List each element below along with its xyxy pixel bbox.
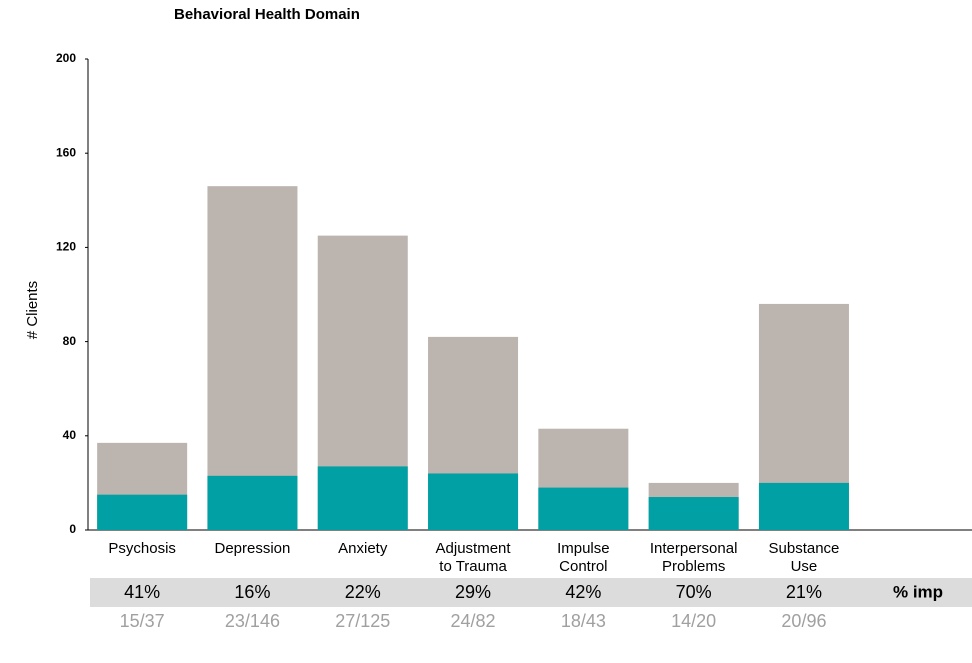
bar [207, 475, 298, 530]
x-tick-label: Adjustment [436, 540, 512, 557]
percent-label: 41% [124, 582, 160, 602]
bar [758, 482, 849, 530]
fraction-label: 18/43 [561, 611, 606, 631]
bar [538, 487, 629, 530]
x-tick-label: Psychosis [108, 540, 176, 557]
x-tick-label: Use [791, 558, 818, 575]
y-tick-label: 40 [63, 428, 77, 442]
percent-label: 29% [455, 582, 491, 602]
x-tick-label: Problems [662, 558, 725, 575]
fraction-label: 27/125 [335, 611, 390, 631]
bar [97, 494, 188, 530]
bar [207, 186, 298, 531]
fraction-label: 20/96 [781, 611, 826, 631]
y-axis-label: # Clients [24, 281, 41, 339]
y-tick-label: 80 [63, 334, 77, 348]
fraction-label: 23/146 [225, 611, 280, 631]
x-tick-label: Anxiety [338, 540, 388, 557]
chart-title: Behavioral Health Domain [174, 6, 360, 23]
fraction-label: 14/20 [671, 611, 716, 631]
y-tick-label: 200 [56, 51, 76, 65]
percent-label: 21% [786, 582, 822, 602]
bar [648, 497, 739, 530]
percent-label: 16% [234, 582, 270, 602]
table-band [90, 578, 972, 607]
row-label: % imp [893, 582, 943, 601]
fraction-label: 15/37 [120, 611, 165, 631]
y-tick-label: 160 [56, 145, 76, 159]
percent-label: 42% [565, 582, 601, 602]
x-tick-label: Interpersonal [650, 540, 738, 557]
x-tick-label: Substance [769, 540, 840, 557]
x-tick-label: Impulse [557, 540, 610, 557]
percent-label: 70% [676, 582, 712, 602]
x-tick-label: Control [559, 558, 607, 575]
fraction-label: 24/82 [451, 611, 496, 631]
x-tick-label: to Trauma [439, 558, 507, 575]
x-tick-label: Depression [215, 540, 291, 557]
y-tick-label: 120 [56, 240, 76, 254]
bar [428, 473, 519, 530]
y-tick-label: 0 [69, 522, 76, 536]
bar [317, 466, 408, 530]
percent-label: 22% [345, 582, 381, 602]
